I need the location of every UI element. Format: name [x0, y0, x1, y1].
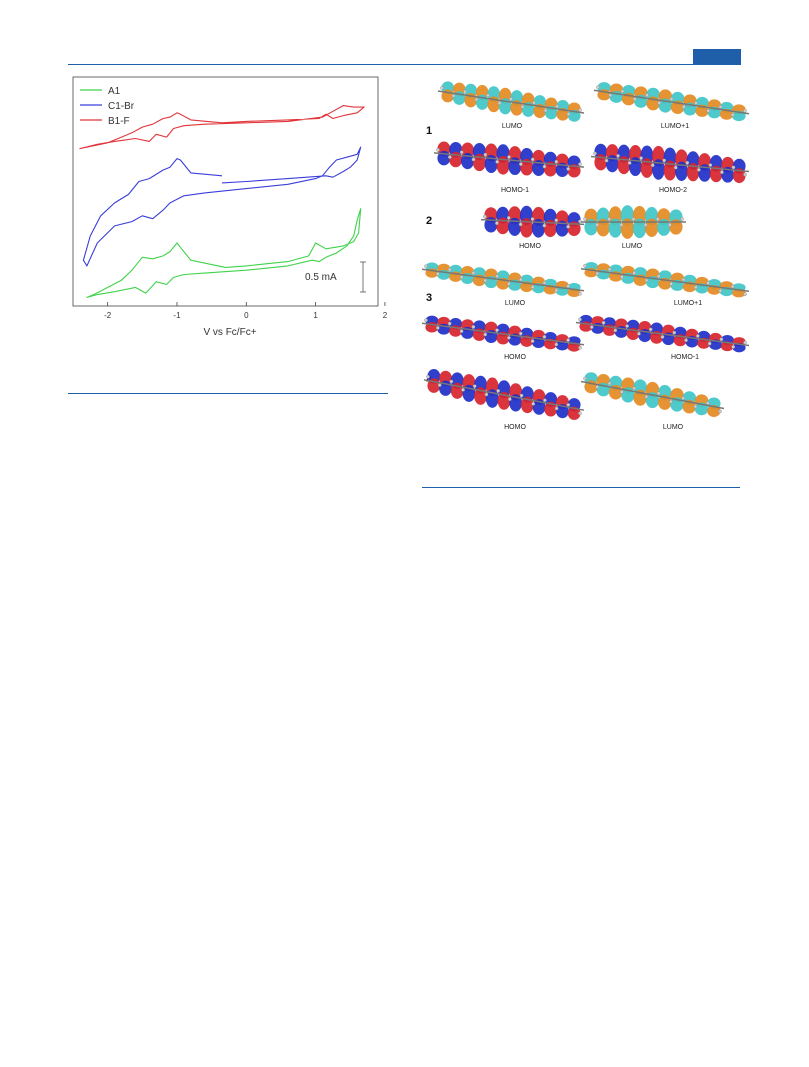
orbital-isosurface-2-lumo	[581, 205, 686, 239]
x-tick-label-2: 0	[244, 311, 249, 320]
figure-rule-left	[68, 393, 388, 394]
scale-bar-label: 0.5 mA	[305, 272, 337, 283]
orbital-isosurface-1-homo-minus-1	[433, 141, 585, 178]
orbital-isosurface-3-lumo-plus-1	[580, 261, 750, 298]
header-rule	[68, 64, 741, 65]
orbital-isosurface-3-homo-minus-1	[575, 314, 750, 353]
orbital-label-4-homo: HOMO	[504, 424, 526, 431]
orbital-label-1-homo-minus-1: HOMO-1	[501, 187, 529, 194]
orbital-panel: 1 2 3 4 LUMO LUMO+1 HOMO-1 HOMO-2 HOMO L…	[421, 81, 750, 431]
figure-rule-right	[422, 487, 740, 488]
orbital-label-3-homo: HOMO	[504, 354, 526, 361]
orbital-isosurface-3-homo	[421, 315, 585, 352]
orbital-isosurface-1-homo-minus-2	[590, 143, 750, 184]
legend: A1 C1-Br B1-F	[80, 86, 135, 127]
legend-label-b1f: B1-F	[108, 116, 130, 127]
orbital-isosurface-3-lumo	[421, 262, 585, 298]
legend-label-c1br: C1-Br	[108, 101, 135, 112]
cv-chart: -2 -1 0 1 2 A1 C1-Br B1-F 0.5 mA V vs Fc/Fc+	[72, 76, 388, 338]
x-tick-label-1: -1	[173, 311, 181, 320]
series-line-a1	[86, 208, 362, 298]
legend-label-a1: A1	[108, 86, 121, 97]
x-tick-label-3: 1	[313, 311, 318, 320]
compound-number-2: 2	[426, 215, 432, 227]
orbital-isosurface-2-homo	[480, 205, 585, 238]
orbital-isosurface-4-lumo	[580, 372, 725, 417]
scale-bar	[360, 261, 366, 293]
orbital-label-3-lumo-plus-1: LUMO+1	[674, 300, 702, 307]
orbital-label-1-homo-minus-2: HOMO-2	[659, 187, 687, 194]
orbital-label-3-lumo: LUMO	[505, 300, 526, 307]
orbital-label-1-lumo-plus-1: LUMO+1	[661, 123, 689, 130]
cv-figure: -2 -1 0 1 2 A1 C1-Br B1-F 0.5 mA V vs Fc/Fc+	[70, 72, 390, 342]
x-axis-label: V vs Fc/Fc+	[203, 327, 256, 338]
orbital-label-4-lumo: LUMO	[663, 424, 684, 431]
compound-number-3: 3	[426, 292, 432, 304]
series-line-b1f	[79, 105, 365, 150]
x-tick-label-0: -2	[104, 311, 112, 320]
orbital-isosurface-1-lumo	[437, 81, 585, 122]
orbital-label-1-lumo: LUMO	[502, 123, 523, 130]
orbital-isosurface-1-lumo-plus-1	[593, 82, 750, 122]
orbital-isosurface-4-homo	[423, 369, 585, 420]
plot-frame	[72, 76, 379, 307]
orbital-label-3-homo-minus-1: HOMO-1	[671, 354, 699, 361]
orbital-figure: 1 2 3 4 LUMO LUMO+1 HOMO-1 HOMO-2 HOMO L…	[420, 72, 750, 442]
series-line-c1br	[82, 146, 362, 267]
header-tab	[693, 49, 741, 65]
orbital-label-2-lumo: LUMO	[622, 243, 643, 250]
x-tick-label-4: 2	[383, 311, 388, 320]
orbital-label-2-homo: HOMO	[519, 243, 541, 250]
compound-number-1: 1	[426, 125, 432, 137]
